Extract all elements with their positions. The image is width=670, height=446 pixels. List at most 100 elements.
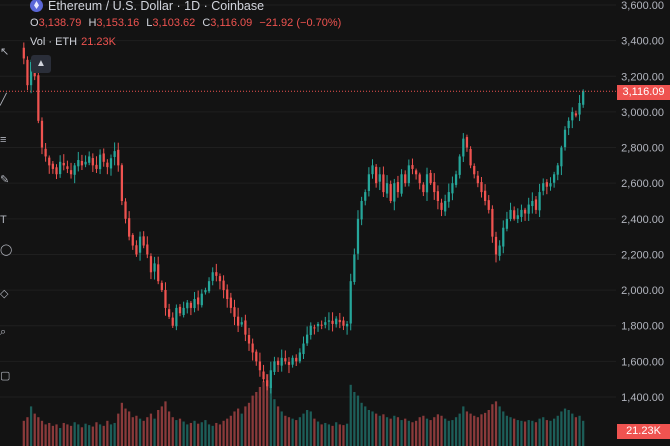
volume-bar <box>531 420 534 446</box>
price-tick-label: 3,400.00 <box>621 36 664 48</box>
volume-bar <box>77 424 80 446</box>
price-axis[interactable]: 1,400.00 1,600.00 1,800.00 2,000.00 2,200.00… <box>621 0 664 404</box>
candle-body <box>167 309 171 317</box>
ohlc-legend: O3,138.79 H3,153.16 L3,103.62 C3,116.09 … <box>30 17 345 29</box>
volume-bar <box>295 420 298 446</box>
candle-body <box>142 236 145 246</box>
volume-bar <box>66 424 69 446</box>
candle-body <box>582 91 585 105</box>
price-tick-label: 1,400.00 <box>621 392 664 404</box>
candle-body <box>73 165 76 175</box>
volume-bar <box>331 425 334 446</box>
candle-body <box>523 209 527 214</box>
candle-body <box>291 357 294 365</box>
candle-body <box>364 192 367 201</box>
volume-bar <box>186 424 189 446</box>
candle-body <box>313 327 316 329</box>
volume-bar <box>135 415 138 446</box>
volume-bar <box>425 418 429 446</box>
candle-body <box>425 174 429 193</box>
volume-bar <box>375 413 378 446</box>
symbol-title[interactable]: Ethereum / U.S. Dollar · 1D · Coinbase <box>48 0 265 13</box>
volume-bar <box>33 413 36 446</box>
candle-body <box>396 182 400 193</box>
volume-bar <box>433 417 436 446</box>
volume-bar <box>51 425 55 446</box>
candle-body <box>138 236 142 253</box>
volume-bar <box>476 417 479 446</box>
candle-body <box>66 166 69 169</box>
candle-body <box>276 360 280 365</box>
lock-icon[interactable]: ▢ <box>0 370 11 382</box>
fib-icon[interactable]: ≡ <box>0 134 7 146</box>
ruler-icon[interactable]: ◇ <box>0 288 9 300</box>
volume-bar <box>226 418 229 446</box>
volume-bar <box>444 418 447 446</box>
collapse-legend-button[interactable]: ▲ <box>31 55 51 73</box>
volume-bar <box>306 410 309 446</box>
volume-bar <box>95 422 98 446</box>
volume-bar <box>516 420 519 446</box>
ohlc-open-value: 3,138.79 <box>38 17 82 29</box>
ohlc-high-value: 3,153.16 <box>96 17 140 29</box>
candle-body <box>440 202 443 210</box>
volume-bar <box>422 415 425 446</box>
candle-body <box>51 163 55 169</box>
volume-bar <box>193 420 196 446</box>
candle-body <box>287 361 291 365</box>
candle-body <box>226 289 229 299</box>
volume-bar <box>578 415 581 446</box>
candle-body <box>349 281 352 324</box>
candle-body <box>98 154 102 170</box>
candle-body <box>157 264 160 282</box>
chart-grid <box>0 4 616 398</box>
candle-body <box>382 174 385 193</box>
candle-body <box>567 120 570 129</box>
candle-body <box>509 209 512 219</box>
volume-bar <box>222 420 225 446</box>
volume-bar <box>454 417 458 446</box>
volume-bar <box>545 420 548 446</box>
candle-body <box>160 282 163 291</box>
volume-bar <box>327 424 331 446</box>
volume-bar <box>189 422 193 446</box>
last-volume-label: 21.23K <box>617 424 670 439</box>
candle-body <box>342 320 345 326</box>
price-tick-label: 2,200.00 <box>621 249 664 261</box>
volume-bar <box>44 424 47 446</box>
brush-icon[interactable]: ✎ <box>0 174 10 186</box>
candle-body <box>171 317 174 326</box>
volume-bar <box>487 410 490 446</box>
text-icon[interactable]: T <box>0 214 7 226</box>
volume-bar <box>447 420 450 446</box>
cursor-icon[interactable]: ↖ <box>0 46 10 58</box>
volume-bar <box>324 422 327 446</box>
volume-bar <box>287 417 291 446</box>
volume-bar <box>360 402 363 446</box>
volume-bar <box>124 408 127 446</box>
volume-bar <box>462 406 465 446</box>
volume-bar <box>91 426 94 446</box>
ohlc-close-value: 3,116.09 <box>210 17 253 29</box>
candle-body <box>385 183 389 194</box>
candle-body <box>244 320 247 335</box>
volume-bar <box>266 374 269 446</box>
volume-bar <box>349 384 352 446</box>
volume-bar <box>178 418 182 446</box>
candle-body <box>182 307 185 316</box>
volume-legend: Vol · ETH 21.23K <box>30 36 116 48</box>
volume-bar <box>182 421 185 446</box>
volume-bar <box>338 424 341 446</box>
volume-bar <box>273 399 276 446</box>
volume-bar <box>204 420 207 446</box>
zoom-icon[interactable]: ⌕ <box>0 326 7 338</box>
volume-bar <box>59 428 62 446</box>
ethereum-logo-icon <box>30 0 43 12</box>
volume-bar <box>527 420 530 446</box>
pattern-icon[interactable]: ◯ <box>0 244 13 256</box>
trend-line-icon[interactable]: ╱ <box>0 94 7 106</box>
volume-bar <box>106 420 109 446</box>
candle-body <box>218 276 222 282</box>
candle-body <box>62 162 65 166</box>
